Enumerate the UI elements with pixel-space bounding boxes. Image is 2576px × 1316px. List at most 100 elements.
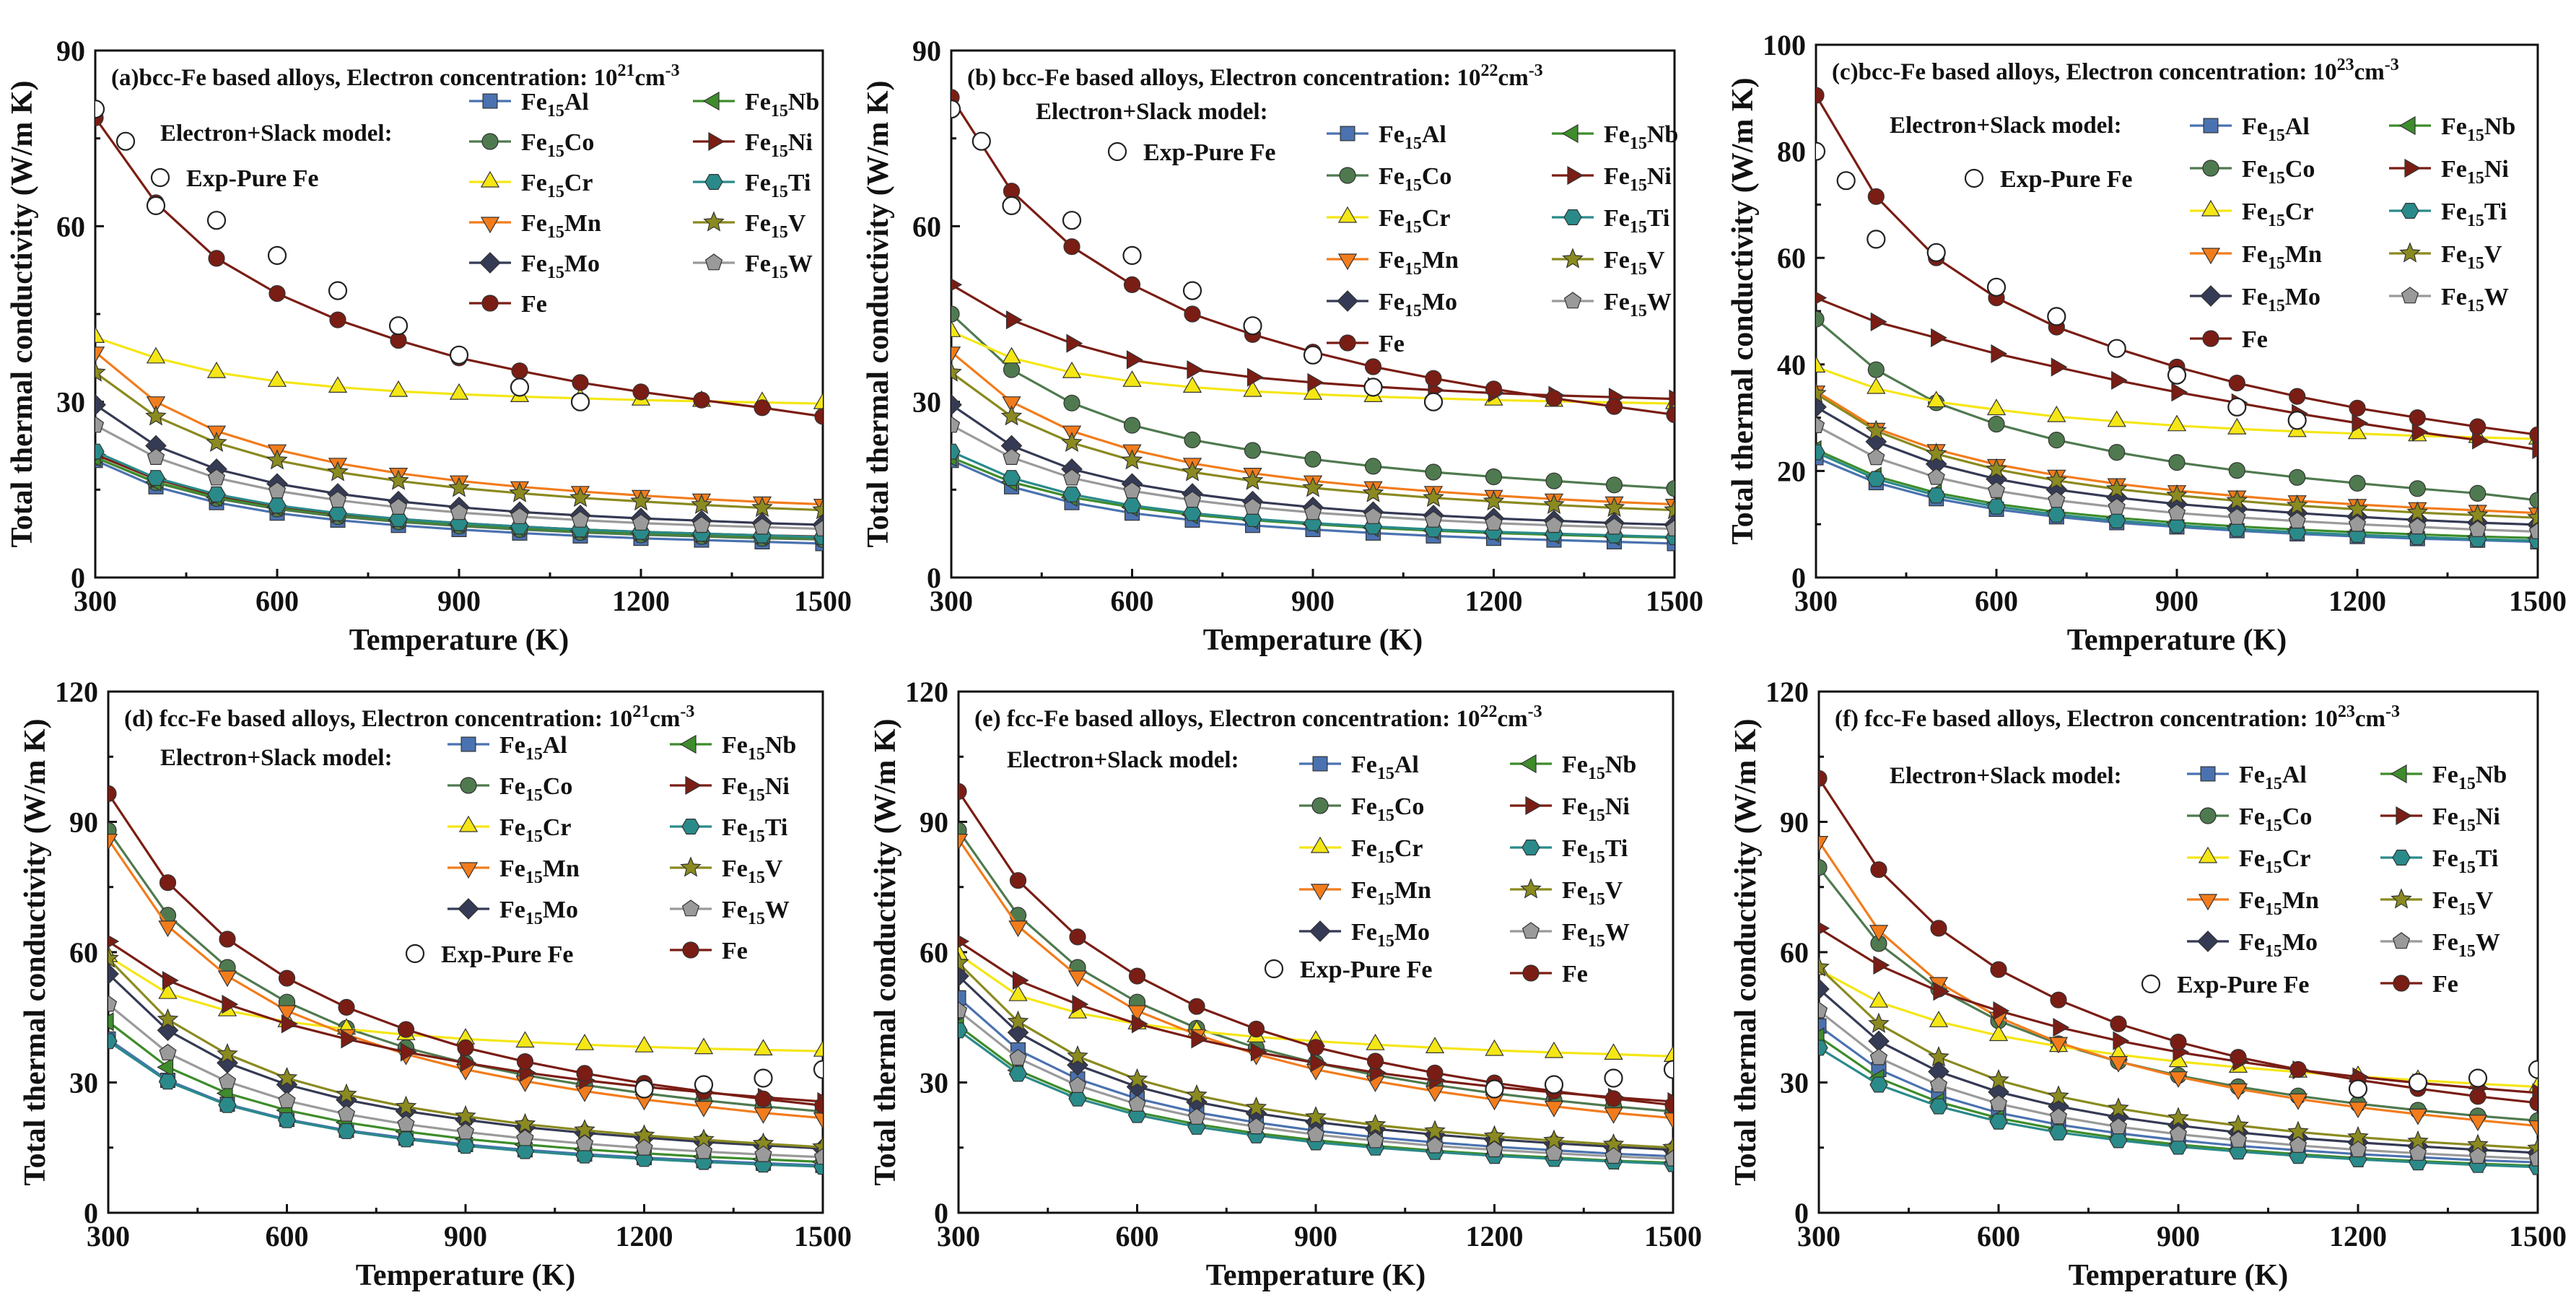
legend-marker xyxy=(1312,756,1328,772)
legend-item-Fe15Al: Fe15Al xyxy=(1327,121,1446,153)
data-point xyxy=(1986,398,2007,416)
data-point xyxy=(1423,487,1444,507)
data-point xyxy=(1663,1112,1673,1130)
data-point xyxy=(959,951,969,972)
data-point xyxy=(1303,383,1323,400)
legend-item-Fe15Ni: Fe15Ni xyxy=(2380,803,2500,835)
data-point xyxy=(1364,1113,1387,1135)
data-point xyxy=(1425,370,1442,387)
legend-label: Fe15Cr xyxy=(499,814,572,846)
data-point xyxy=(1068,1076,1087,1094)
data-point xyxy=(278,969,296,987)
data-point xyxy=(1008,1066,1028,1082)
data-point xyxy=(1483,490,1505,511)
exp-data-point xyxy=(1836,171,1856,191)
data-point xyxy=(2348,1102,2368,1119)
data-point xyxy=(2528,522,2538,539)
data-point xyxy=(277,1005,297,1022)
legend-marker xyxy=(2202,160,2219,177)
data-point xyxy=(571,510,590,528)
exp-data-point xyxy=(813,1060,823,1079)
legend-marker xyxy=(2399,242,2421,263)
series-Fe15Ni xyxy=(1816,291,2538,460)
legend-item-Fe15Nb: Fe15Nb xyxy=(693,89,819,121)
data-point xyxy=(278,1091,296,1109)
legend-label: Fe15Co xyxy=(521,129,594,161)
legend-marker xyxy=(1337,290,1358,312)
legend-exp-label: Exp-Pure Fe xyxy=(1300,957,1433,983)
data-point xyxy=(2228,462,2245,479)
legend-item-Fe15Al: Fe15Al xyxy=(2190,113,2310,145)
data-point xyxy=(460,1053,477,1073)
data-point xyxy=(1008,984,1028,1001)
exp-data-point xyxy=(1122,245,1142,265)
data-point xyxy=(509,481,531,502)
data-point xyxy=(2289,388,2306,405)
x-tick-label: 600 xyxy=(1975,585,2018,617)
exp-data-point xyxy=(115,131,136,151)
legend-item-Fe15Ni: Fe15Ni xyxy=(1552,163,1672,195)
data-point xyxy=(751,496,773,518)
legend-label: Fe15Mn xyxy=(521,210,601,242)
legend-item-Fe15V: Fe15V xyxy=(1552,247,1665,279)
legend-label: Fe15Co xyxy=(1351,793,1424,825)
x-axis-label: Temperature (K) xyxy=(1203,624,1423,657)
exp-data-point xyxy=(570,392,590,411)
legend-item-Fe15Co: Fe15Co xyxy=(2190,156,2315,188)
series-exp-pure-fe xyxy=(1816,141,2307,430)
data-point xyxy=(2169,1125,2188,1142)
data-point xyxy=(2105,477,2128,499)
legend-marker xyxy=(1520,878,1542,899)
exp-data-point xyxy=(1182,281,1202,300)
legend-header: Electron+Slack model: xyxy=(1036,99,1268,125)
legend-marker xyxy=(681,899,700,917)
data-point xyxy=(1128,967,1146,985)
y-tick-label: 60 xyxy=(1780,936,1809,969)
y-axis-label: Total thermal conductivity (W/m K) xyxy=(19,718,52,1185)
exp-data-point xyxy=(2408,1073,2428,1092)
legend-marker xyxy=(2393,975,2410,992)
data-point xyxy=(2110,1015,2127,1032)
data-point xyxy=(2352,413,2369,433)
legend-exp-label: Exp-Pure Fe xyxy=(2177,972,2310,998)
y-tick-label: 60 xyxy=(920,936,948,969)
legend-marker xyxy=(2398,116,2416,136)
data-point xyxy=(1307,372,1324,393)
exp-data-point xyxy=(1604,1068,1623,1088)
data-point xyxy=(1989,1113,2008,1130)
legend-item-Fe: Fe xyxy=(1327,331,1405,357)
data-point xyxy=(1485,380,1503,398)
legend-item-Fe: Fe xyxy=(1510,961,1588,988)
data-point xyxy=(814,1097,823,1114)
legend-marker xyxy=(708,131,725,152)
legend-label: Fe15Ti xyxy=(2441,199,2507,230)
plot-area xyxy=(95,100,823,552)
data-point xyxy=(1868,1030,1890,1053)
data-point xyxy=(2107,410,2126,427)
legend-label: Fe15Nb xyxy=(722,732,796,764)
legend: Electron+Slack model: Exp-Pure Fe Fe15Al Fe… xyxy=(1007,747,1636,988)
data-point xyxy=(1066,334,1083,353)
data-point xyxy=(1122,370,1142,387)
legend-header: Electron+Slack model: xyxy=(1890,763,2122,789)
exp-data-point xyxy=(1363,378,1383,397)
exp-data-point xyxy=(1243,316,1262,336)
x-tick-label: 900 xyxy=(1294,1220,1337,1252)
legend-marker xyxy=(2200,766,2216,782)
legend-marker xyxy=(703,211,725,232)
data-point xyxy=(157,1058,174,1077)
data-point xyxy=(1485,1039,1504,1056)
y-tick-label: 30 xyxy=(56,386,85,419)
legend-label: Fe15W xyxy=(722,897,790,928)
data-point xyxy=(1816,87,1825,104)
data-point xyxy=(396,1131,416,1148)
x-tick-label: 300 xyxy=(87,1220,130,1252)
legend-marker xyxy=(680,856,702,877)
data-point xyxy=(328,505,347,521)
data-point xyxy=(813,1148,823,1165)
data-point xyxy=(1485,1141,1503,1158)
data-point xyxy=(1247,1020,1265,1038)
data-point xyxy=(2053,1017,2070,1037)
data-point xyxy=(341,1029,358,1049)
data-point xyxy=(1302,476,1324,497)
